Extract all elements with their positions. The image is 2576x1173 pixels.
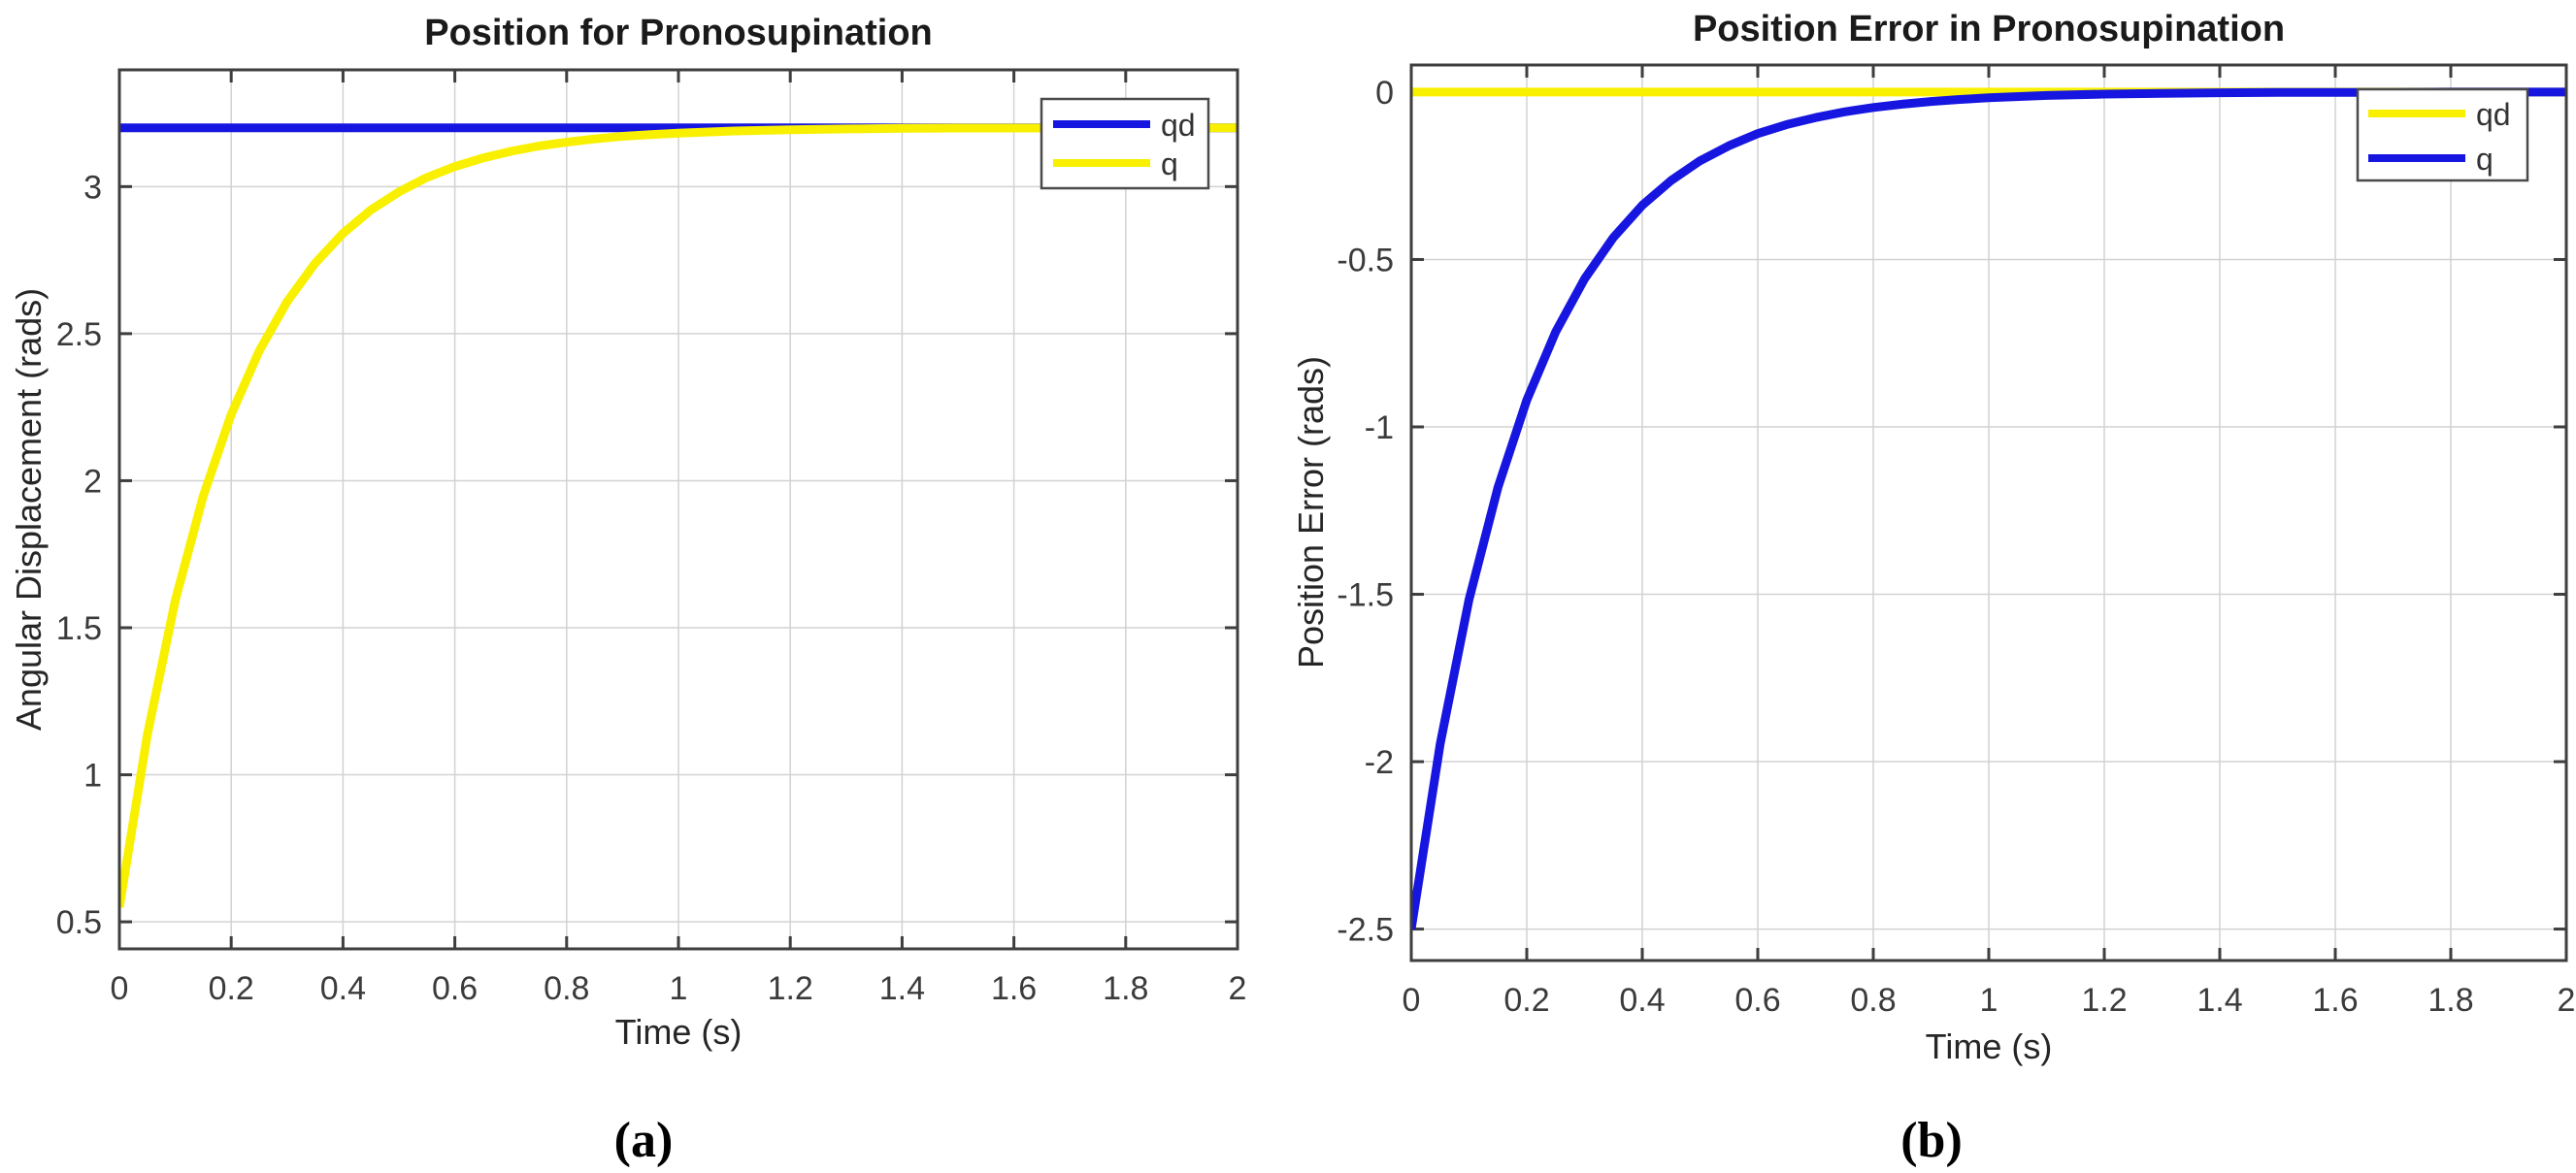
x-tick-label: 1.6 xyxy=(2312,982,2358,1019)
y-tick-label: 2 xyxy=(83,463,102,500)
x-tick-label: 0.4 xyxy=(320,970,366,1007)
chart-title: Position for Pronosupination xyxy=(424,13,933,53)
plot-area: 0 0.2 0.4 0.6 0.8 1 1.2 1.4 1.6 1.8 2 0 -0.5 -1 -1.5 -2… xyxy=(1337,63,2576,1019)
panel-b: 0 0.2 0.4 0.6 0.8 1 1.2 1.4 1.6 1.8 2 0 -0.5 -1 -1.5 -2… xyxy=(1288,0,2576,1173)
y-axis-label: Position Error (rads) xyxy=(1291,356,1331,668)
x-tick-label: 1.6 xyxy=(991,970,1037,1007)
y-tick-label: -1.5 xyxy=(1337,577,1394,614)
x-tick-label: 0.6 xyxy=(1734,982,1780,1019)
legend: qd q xyxy=(1040,97,1210,190)
x-tick-label: 1.8 xyxy=(1103,970,1148,1007)
caption-b: (b) xyxy=(1900,1113,1963,1168)
x-tick-label: 1.2 xyxy=(2081,982,2127,1019)
x-tick-label: 1.2 xyxy=(768,970,813,1007)
legend-label-q: q xyxy=(2476,142,2493,177)
x-tick-label: 1 xyxy=(1980,982,1998,1019)
series-q xyxy=(1410,87,2566,930)
legend-label-qd: qd xyxy=(1161,108,1196,143)
y-tick-label: 3 xyxy=(83,169,102,206)
x-tick-label: 0.6 xyxy=(432,970,478,1007)
x-tick-label: 0.2 xyxy=(1503,982,1549,1019)
legend: qd q xyxy=(2356,87,2529,182)
y-tick-label: -2 xyxy=(1365,744,1394,781)
y-tick-label: 1.5 xyxy=(56,610,102,647)
x-axis-label: Time (s) xyxy=(1926,1026,2053,1066)
y-tick-label: -2.5 xyxy=(1337,912,1394,949)
legend-box xyxy=(1040,97,1210,190)
chart-title: Position Error in Pronosupination xyxy=(1693,9,2285,49)
x-tick-label: 1 xyxy=(670,970,688,1007)
legend-label-q: q xyxy=(1161,147,1178,181)
x-tick-label: 0.4 xyxy=(1619,982,1665,1019)
x-tick-label: 1.4 xyxy=(2196,982,2242,1019)
y-tick-label: 2.5 xyxy=(56,316,102,353)
axes-frame xyxy=(117,68,1239,951)
y-axis-label: Angular Displacement (rads) xyxy=(9,288,49,731)
x-axis-label: Time (s) xyxy=(615,1012,743,1052)
x-tick-label: 0.8 xyxy=(1850,982,1896,1019)
y-tick-label: 1 xyxy=(83,758,102,795)
chart-b: 0 0.2 0.4 0.6 0.8 1 1.2 1.4 1.6 1.8 2 0 -0.5 -1 -1.5 -2… xyxy=(1291,9,2576,1168)
x-tick-label: 0.2 xyxy=(209,970,254,1007)
legend-label-qd: qd xyxy=(2476,97,2511,132)
axes-frame xyxy=(1409,63,2568,962)
y-tick-label: 0.5 xyxy=(56,904,102,941)
x-tick-label: 0.8 xyxy=(544,970,589,1007)
plot-area: 0 0.2 0.4 0.6 0.8 1 1.2 1.4 1.6 1.8 2 0.5 1 1.5 2 2.5 3 xyxy=(56,68,1247,1007)
y-tick-label: 0 xyxy=(1375,75,1394,112)
y-tick-label: -0.5 xyxy=(1337,242,1394,278)
x-tick-label: 2 xyxy=(1229,970,1247,1007)
series-q xyxy=(118,123,1238,908)
chart-a: 0 0.2 0.4 0.6 0.8 1 1.2 1.4 1.6 1.8 20.511.522.53 … xyxy=(9,13,1247,1168)
x-tick-label: 1.8 xyxy=(2427,982,2473,1019)
caption-a: (a) xyxy=(614,1113,674,1168)
x-tick-label: 0 xyxy=(111,970,129,1007)
x-tick-label: 1.4 xyxy=(879,970,925,1007)
legend-box xyxy=(2356,87,2529,182)
y-tick-label: -1 xyxy=(1365,409,1394,446)
panel-a: 0 0.2 0.4 0.6 0.8 1 1.2 1.4 1.6 1.8 2 0.5 1 1.5 2 2.5 3 … xyxy=(9,13,1247,1168)
x-tick-label: 2 xyxy=(2558,982,2576,1019)
x-tick-label: 0 xyxy=(1403,982,1421,1019)
